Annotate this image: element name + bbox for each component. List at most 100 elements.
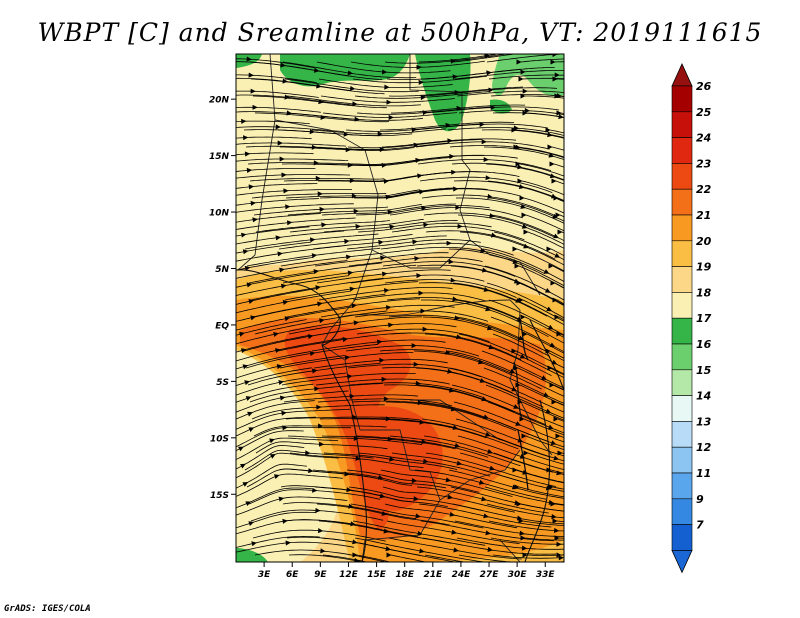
streamline-arrow bbox=[313, 67, 320, 73]
streamline-arrow bbox=[352, 101, 358, 107]
streamline-arrow bbox=[282, 300, 289, 305]
streamline bbox=[560, 112, 564, 114]
streamline-arrow bbox=[238, 446, 244, 452]
colorbar-swatch bbox=[671, 472, 693, 500]
wbpt-field bbox=[236, 54, 564, 562]
latitude-axis: 20N 15N 10N 5N EQ 5S 10S 15S bbox=[209, 96, 236, 501]
streamline-arrow bbox=[450, 277, 456, 283]
streamline bbox=[517, 146, 564, 158]
lon-tick-label: 18E bbox=[395, 570, 415, 580]
streamline-arrow bbox=[352, 552, 358, 558]
streamline bbox=[322, 554, 369, 562]
streamline-arrow bbox=[383, 396, 389, 402]
streamline-arrow bbox=[321, 222, 327, 228]
streamline-arrow bbox=[307, 334, 314, 339]
colorbar-label: 17 bbox=[696, 312, 712, 325]
streamline-arrow bbox=[481, 139, 487, 145]
streamline bbox=[490, 316, 564, 353]
streamline-arrow bbox=[275, 124, 281, 130]
streamline-arrow bbox=[490, 105, 496, 111]
streamline bbox=[519, 163, 564, 177]
colorbar-label: 15 bbox=[696, 364, 712, 377]
streamline-arrow bbox=[381, 69, 388, 75]
streamline bbox=[522, 77, 564, 80]
streamline-arrow bbox=[509, 368, 516, 374]
streamline-arrow bbox=[275, 348, 281, 353]
streamline bbox=[558, 95, 564, 97]
streamline bbox=[482, 248, 564, 282]
streamline-arrow bbox=[246, 167, 253, 173]
streamline-arrow bbox=[309, 237, 316, 243]
streamline-arrow bbox=[558, 555, 564, 561]
streamline-arrow bbox=[489, 213, 495, 219]
streamline bbox=[557, 418, 564, 422]
streamline-arrow bbox=[248, 427, 255, 432]
streamline-arrow bbox=[521, 212, 527, 218]
map-frame bbox=[235, 53, 565, 563]
colorbar-label: 22 bbox=[696, 183, 712, 196]
streamline-arrow bbox=[415, 380, 421, 386]
streamline-arrow bbox=[279, 267, 285, 273]
streamline bbox=[549, 350, 564, 359]
streamline-arrow bbox=[550, 280, 556, 286]
lat-tick-label: 5S bbox=[216, 378, 229, 388]
streamline bbox=[515, 129, 564, 138]
streamline-arrow bbox=[315, 175, 321, 181]
streamline bbox=[521, 180, 564, 196]
streamline-arrow bbox=[247, 411, 253, 417]
streamline-arrow bbox=[519, 530, 525, 536]
streamline-arrow bbox=[281, 410, 287, 416]
streamline-arrow bbox=[479, 122, 485, 127]
streamline-arrow bbox=[448, 259, 454, 265]
streamline-arrow bbox=[314, 386, 320, 392]
streamline-arrow bbox=[239, 331, 245, 337]
lon-tick-label: 12E bbox=[339, 570, 359, 580]
colorbar-label: 7 bbox=[696, 519, 704, 532]
streamline-arrow bbox=[241, 232, 247, 238]
streamline-arrow bbox=[381, 511, 388, 516]
streamline-arrow bbox=[277, 251, 283, 257]
streamline-arrow bbox=[554, 72, 560, 78]
streamline bbox=[526, 333, 564, 354]
streamline-arrow bbox=[277, 140, 283, 146]
streamline-arrow bbox=[248, 184, 255, 190]
streamline-arrow bbox=[518, 335, 524, 341]
colorbar-swatch bbox=[671, 343, 693, 371]
streamline-arrow bbox=[550, 501, 556, 507]
lat-tick-label: 15S bbox=[210, 491, 229, 501]
streamline-arrow bbox=[518, 76, 524, 82]
streamline-arrow bbox=[275, 235, 282, 241]
streamline bbox=[516, 248, 564, 272]
colorbar-swatch bbox=[671, 292, 693, 319]
streamline-arrow bbox=[383, 288, 390, 294]
streamline bbox=[455, 418, 564, 457]
streamline bbox=[447, 350, 564, 397]
streamline bbox=[288, 554, 365, 562]
streamline-arrow bbox=[273, 332, 279, 337]
streamline-arrow bbox=[548, 424, 554, 430]
streamline bbox=[454, 299, 564, 344]
colorbar-label: 20 bbox=[696, 235, 712, 248]
lon-tick-label: 9E bbox=[314, 570, 327, 580]
streamline-arrow bbox=[278, 380, 284, 385]
streamline-arrow bbox=[355, 456, 361, 461]
streamline-arrow bbox=[520, 314, 526, 320]
colorbar-label: 9 bbox=[696, 493, 704, 506]
streamline-arrow bbox=[304, 450, 311, 456]
colorbar-swatch bbox=[671, 163, 693, 190]
streamline-arrow bbox=[244, 380, 250, 386]
streamline bbox=[489, 197, 564, 222]
streamline-arrow bbox=[513, 144, 519, 150]
streamline bbox=[481, 350, 564, 389]
streamline-arrow bbox=[519, 354, 526, 359]
streamline-arrow bbox=[547, 144, 553, 150]
streamline-arrow bbox=[347, 70, 354, 76]
streamline-arrow bbox=[551, 359, 558, 365]
streamline-arrow bbox=[423, 222, 429, 228]
streamline-arrow bbox=[413, 361, 419, 367]
streamline-arrow bbox=[447, 494, 454, 500]
streamline bbox=[558, 316, 564, 321]
streamline-arrow bbox=[308, 468, 314, 474]
streamline-arrow bbox=[518, 297, 524, 303]
streamline bbox=[482, 469, 564, 492]
